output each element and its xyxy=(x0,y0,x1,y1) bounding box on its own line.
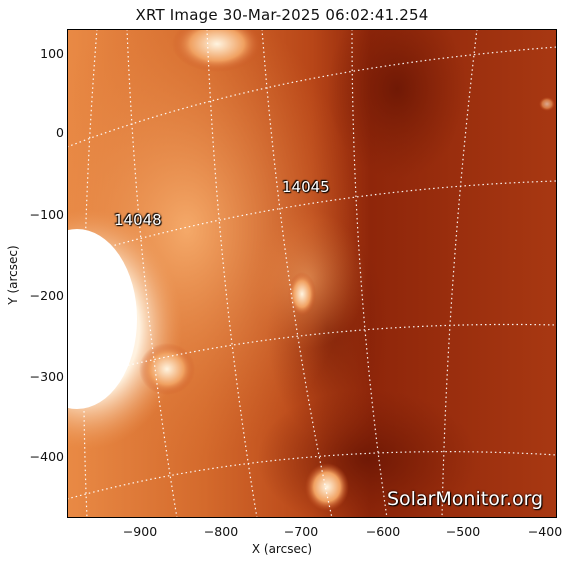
y-tick: −300 xyxy=(29,369,64,384)
y-tick: −100 xyxy=(29,207,64,222)
plot-border xyxy=(67,29,557,518)
region-label: 14045 xyxy=(282,178,330,196)
y-tick: −400 xyxy=(29,449,64,464)
x-tick: −400 xyxy=(527,524,563,539)
x-tick: −500 xyxy=(445,524,481,539)
region-label: 14048 xyxy=(114,211,162,229)
y-tick: 100 xyxy=(40,46,64,61)
y-tick: 0 xyxy=(56,125,64,140)
x-tick: −600 xyxy=(365,524,401,539)
x-tick: −800 xyxy=(203,524,239,539)
solar-image xyxy=(67,29,557,518)
watermark: SolarMonitor.org xyxy=(387,488,544,510)
y-tick: −200 xyxy=(29,288,64,303)
y-axis-label: Y (arcsec) xyxy=(6,245,20,305)
x-axis-label: X (arcsec) xyxy=(251,542,313,556)
plot-title: XRT Image 30-Mar-2025 06:02:41.254 xyxy=(135,6,429,24)
x-tick: −900 xyxy=(122,524,158,539)
x-tick: −700 xyxy=(283,524,319,539)
